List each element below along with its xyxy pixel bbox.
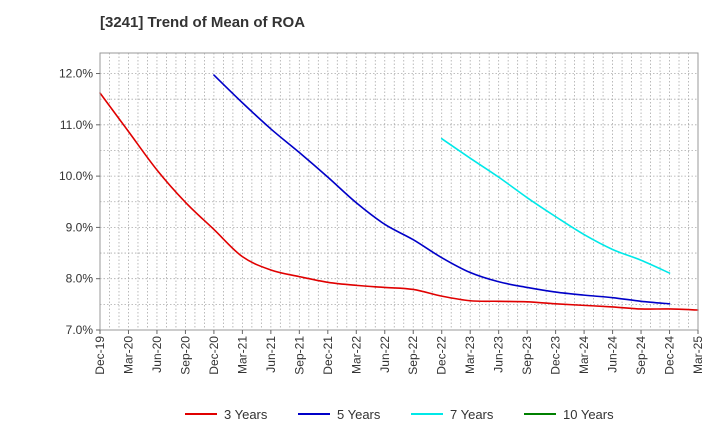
- y-tick-label: 9.0%: [66, 220, 94, 234]
- series-layer: [99, 74, 699, 311]
- series-line-7-years: [440, 137, 671, 274]
- x-tick-label: Dec-24: [663, 336, 677, 375]
- x-tick-label: Jun-22: [378, 336, 392, 373]
- x-tick-label: Sep-23: [520, 336, 534, 375]
- legend-label-3-years: 3 Years: [224, 407, 268, 422]
- x-axis-ticks: Dec-19 Mar-20 Jun-20 Sep-20 Dec-20 Mar-21 Jun-…: [93, 330, 705, 375]
- y-axis-ticks: 7.0% 8.0% 9.0% 10.0% 11.0% 12.0%: [59, 67, 100, 337]
- plot-frame: [99, 52, 699, 331]
- chart-title: [3241] Trend of Mean of ROA: [100, 14, 306, 31]
- x-tick-label: Sep-22: [406, 336, 420, 375]
- series-line-5-years: [213, 74, 671, 305]
- x-tick-label: Mar-20: [121, 336, 135, 374]
- y-tick-label: 11.0%: [60, 118, 93, 132]
- series-line-3-years: [99, 92, 699, 311]
- x-tick-label: Jun-20: [150, 336, 164, 373]
- x-tick-label: Mar-25: [691, 336, 705, 374]
- x-tick-label: Dec-22: [435, 336, 449, 375]
- legend: 3 Years 5 Years 7 Years 10 Years: [185, 407, 614, 422]
- y-tick-label: 7.0%: [66, 323, 94, 337]
- x-tick-label: Sep-21: [292, 336, 306, 375]
- x-tick-label: Dec-21: [321, 336, 335, 375]
- legend-label-5-years: 5 Years: [337, 407, 381, 422]
- x-tick-label: Jun-24: [606, 336, 620, 373]
- x-tick-label: Mar-21: [235, 336, 249, 374]
- y-tick-label: 12.0%: [59, 67, 93, 81]
- x-tick-label: Jun-21: [264, 336, 278, 373]
- x-tick-label: Sep-20: [178, 336, 192, 375]
- x-tick-label: Dec-23: [549, 336, 563, 375]
- x-tick-label: Sep-24: [634, 336, 648, 375]
- x-tick-label: Mar-22: [349, 336, 363, 374]
- x-tick-label: Dec-20: [207, 336, 221, 375]
- x-tick-label: Mar-23: [463, 336, 477, 374]
- x-tick-label: Dec-19: [93, 336, 107, 375]
- x-tick-label: Jun-23: [492, 336, 506, 373]
- legend-label-7-years: 7 Years: [450, 407, 494, 422]
- x-tick-label: Mar-24: [577, 336, 591, 374]
- grid-layer: [100, 53, 698, 330]
- legend-label-10-years: 10 Years: [563, 407, 614, 422]
- y-tick-label: 8.0%: [66, 272, 94, 286]
- y-tick-label: 10.0%: [59, 169, 93, 183]
